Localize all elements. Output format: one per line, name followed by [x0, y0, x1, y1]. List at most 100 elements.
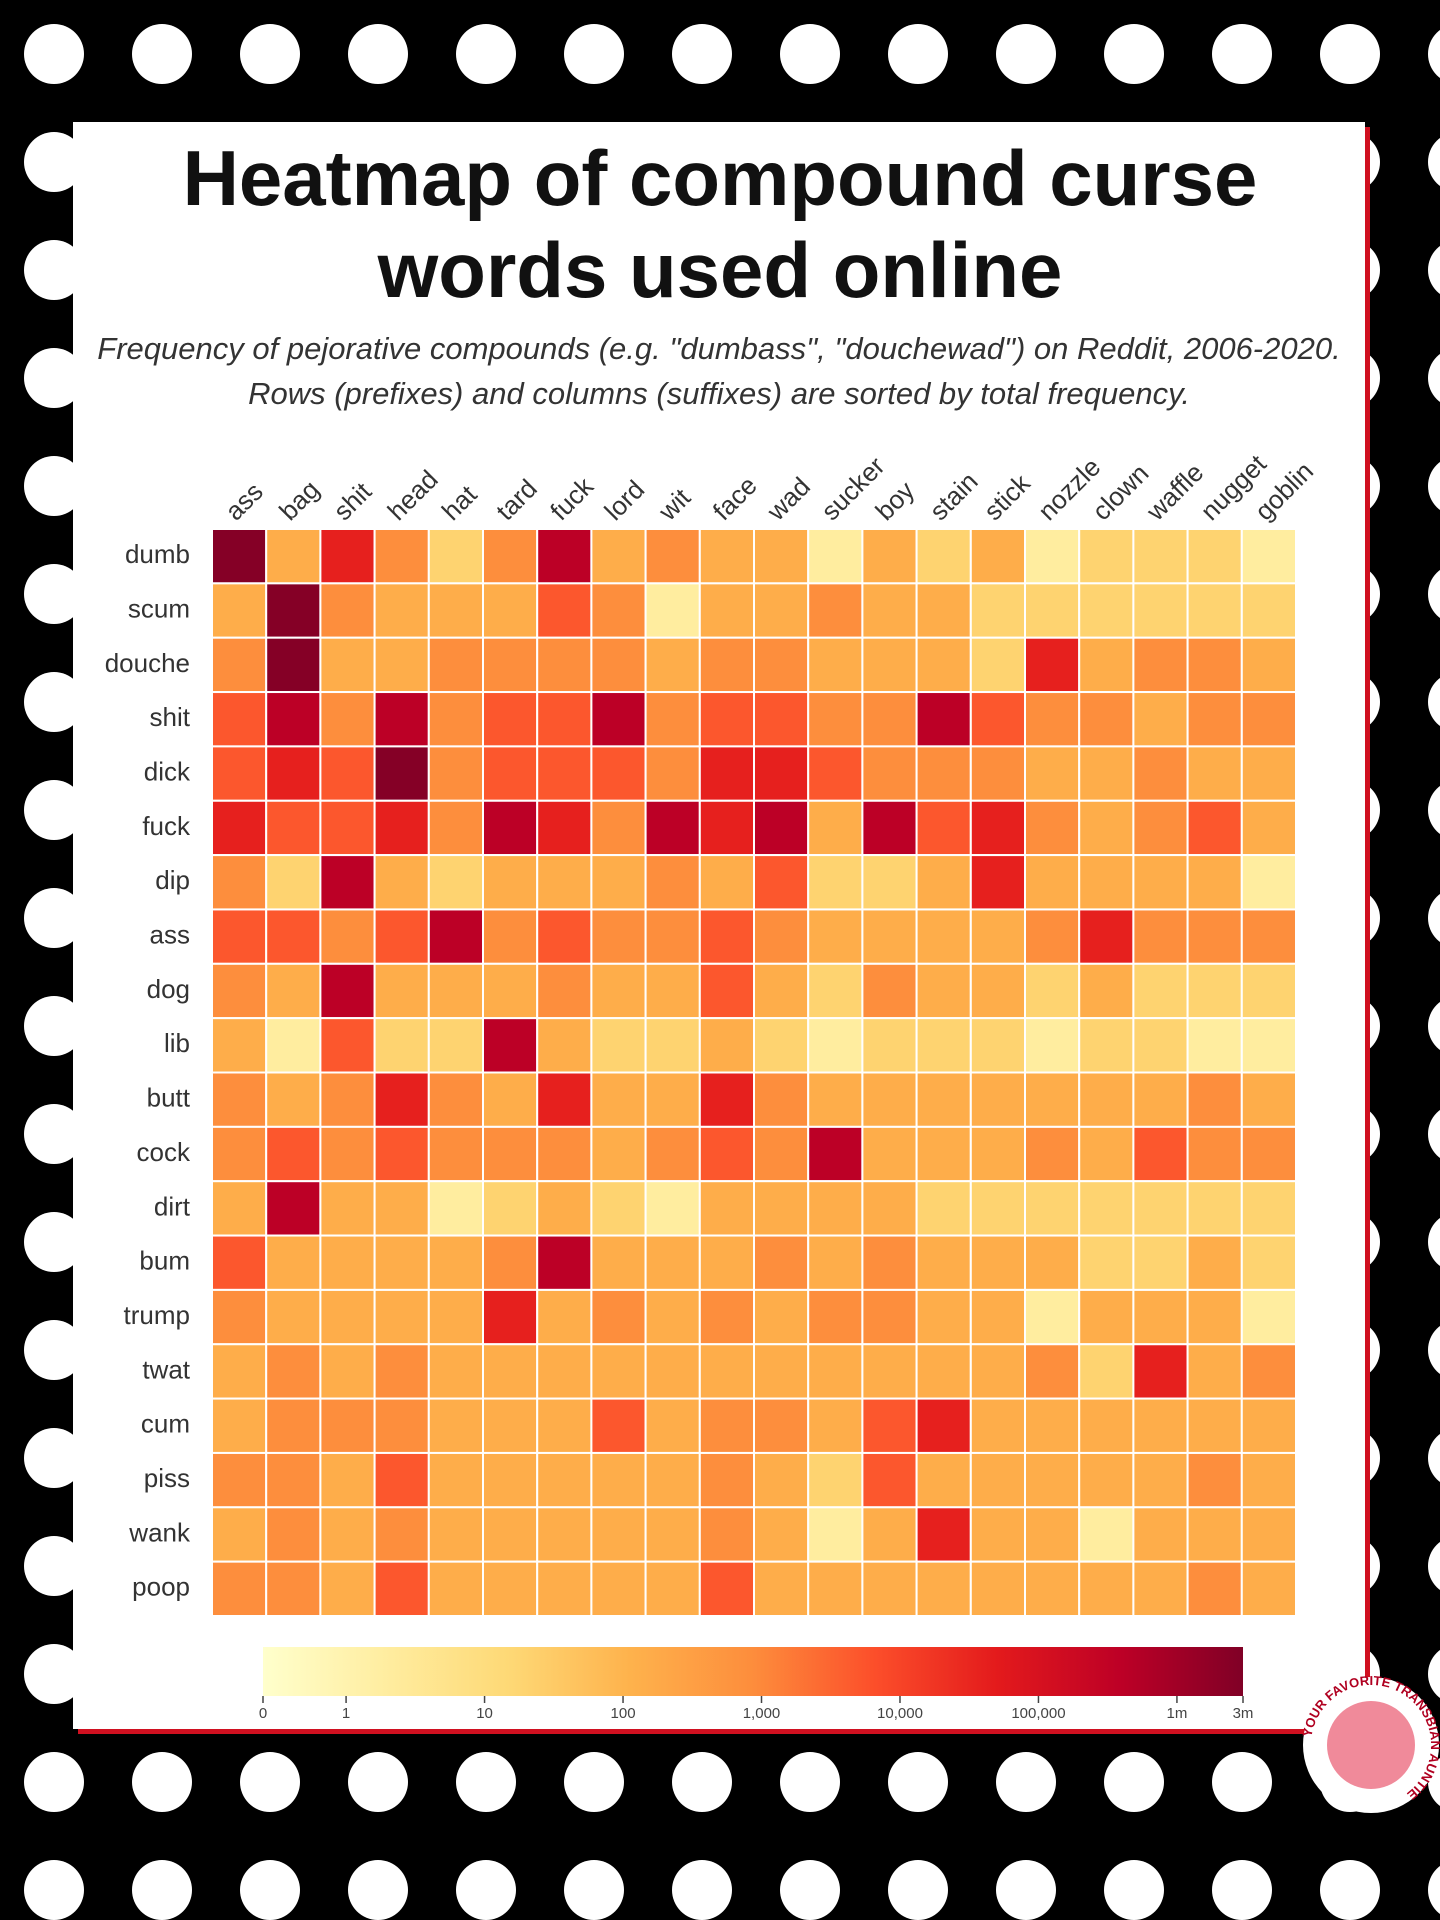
heat-cell — [698, 1125, 755, 1183]
heat-cell — [644, 1071, 701, 1128]
heat-cell — [1024, 1560, 1081, 1618]
heat-cell — [1132, 1234, 1189, 1291]
heat-cell — [536, 1125, 593, 1183]
heat-cell — [1024, 1180, 1081, 1237]
heat-cell — [969, 962, 1026, 1020]
heat-cell — [644, 854, 701, 911]
heat-cell — [1078, 854, 1135, 911]
row-label: shit — [150, 702, 191, 732]
heat-cell — [807, 1234, 864, 1291]
heat-cell — [969, 1017, 1026, 1074]
heat-cell — [265, 1506, 322, 1563]
heat-cell — [373, 582, 430, 639]
heat-cell — [1186, 1234, 1243, 1291]
heat-cell — [536, 745, 593, 802]
heat-cell — [319, 745, 376, 802]
heat-cell — [1078, 528, 1135, 585]
heat-cell — [265, 1397, 322, 1454]
heat-cell — [1078, 1560, 1135, 1618]
heat-cell — [861, 962, 918, 1020]
heat-cell — [698, 745, 755, 802]
heat-cell — [698, 1451, 755, 1509]
heat-cell — [969, 1180, 1026, 1237]
row-label: trump — [124, 1300, 190, 1330]
heat-cell — [915, 1234, 972, 1291]
heat-cell — [1078, 1125, 1135, 1183]
heat-cell — [644, 1506, 701, 1563]
heat-cell — [427, 691, 484, 748]
heat-cell — [915, 1288, 972, 1346]
heat-cell — [1132, 691, 1189, 748]
heat-cell — [753, 908, 810, 965]
heat-cell — [807, 528, 864, 585]
heat-cell — [373, 691, 430, 748]
heat-cell — [590, 636, 647, 694]
heat-cell — [427, 1560, 484, 1618]
heat-cell — [482, 745, 539, 802]
heat-cell — [807, 1017, 864, 1074]
heat-cell — [1078, 1180, 1135, 1237]
heat-cell — [1024, 1234, 1081, 1291]
heat-cell — [1078, 1343, 1135, 1400]
heat-cell — [482, 1288, 539, 1346]
heat-cell — [1186, 1180, 1243, 1237]
heat-cell — [644, 745, 701, 802]
heat-cell — [211, 528, 268, 585]
heat-cell — [644, 1017, 701, 1074]
heat-cell — [861, 1180, 918, 1237]
heat-cell — [969, 1506, 1026, 1563]
heat-cell — [482, 1560, 539, 1618]
heat-cell — [1132, 636, 1189, 694]
heat-cell — [373, 1125, 430, 1183]
heat-cell — [1240, 1288, 1298, 1346]
heat-cell — [1024, 1506, 1081, 1563]
heat-cell — [1240, 1125, 1298, 1183]
colorbar-tick-label: 1m — [1167, 1705, 1188, 1722]
heat-cell — [1078, 745, 1135, 802]
heat-cell — [969, 528, 1026, 585]
heat-cell — [1240, 636, 1298, 694]
heat-cell — [319, 1506, 376, 1563]
heat-cell — [1078, 908, 1135, 965]
heat-cell — [753, 691, 810, 748]
heat-cell — [265, 1180, 322, 1237]
heat-cell — [427, 528, 484, 585]
heat-cell — [482, 1506, 539, 1563]
heat-cell — [753, 1288, 810, 1346]
heat-cell — [482, 908, 539, 965]
heat-cell — [211, 582, 268, 639]
heat-cell — [211, 1234, 268, 1291]
heat-cell — [536, 691, 593, 748]
heat-cell — [1132, 962, 1189, 1020]
heat-cell — [1240, 1560, 1298, 1618]
heat-cell — [427, 1125, 484, 1183]
heat-cell — [1240, 1017, 1298, 1074]
heat-cell — [482, 1397, 539, 1454]
row-label: fuck — [142, 811, 191, 841]
heat-cell — [319, 908, 376, 965]
heat-cell — [1132, 799, 1189, 857]
heat-cell — [536, 1560, 593, 1618]
heat-cell — [211, 908, 268, 965]
heat-cell — [265, 962, 322, 1020]
heat-cell — [644, 582, 701, 639]
row-label: butt — [147, 1083, 191, 1113]
heat-cell — [482, 1125, 539, 1183]
heat-cell — [807, 1125, 864, 1183]
heat-cell — [644, 1234, 701, 1291]
heat-cell — [482, 582, 539, 639]
heat-cell — [753, 799, 810, 857]
heat-cell — [536, 636, 593, 694]
heat-cell — [698, 1017, 755, 1074]
row-label: dick — [144, 756, 191, 786]
heat-cell — [753, 854, 810, 911]
heat-cell — [1240, 745, 1298, 802]
heat-cell — [211, 636, 268, 694]
heat-cell — [373, 1343, 430, 1400]
heat-cell — [373, 1451, 430, 1509]
heat-cell — [482, 962, 539, 1020]
heat-cell — [265, 1451, 322, 1509]
heat-cell — [915, 1397, 972, 1454]
heat-cell — [1240, 854, 1298, 911]
